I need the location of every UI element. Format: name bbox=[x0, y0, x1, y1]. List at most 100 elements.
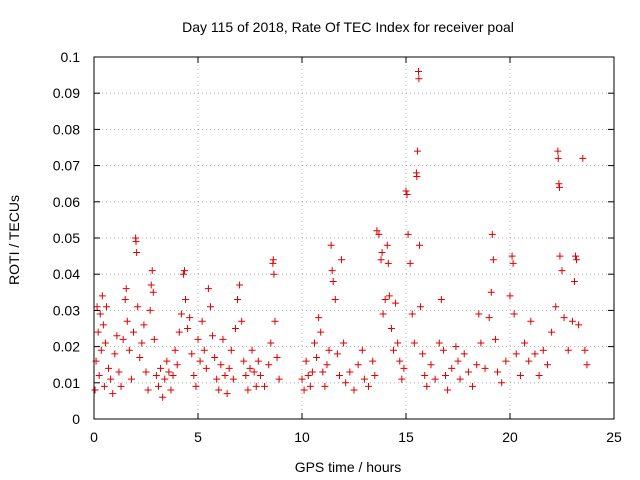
roti-point bbox=[196, 357, 204, 365]
roti-point bbox=[133, 248, 141, 256]
roti-point bbox=[413, 172, 421, 180]
roti-point bbox=[169, 372, 177, 380]
roti-point bbox=[556, 183, 564, 191]
roti-point bbox=[138, 339, 146, 347]
grid-layer bbox=[94, 57, 614, 419]
roti-point bbox=[521, 339, 529, 347]
roti-point bbox=[148, 267, 156, 275]
x-axis-label: GPS time / hours bbox=[295, 459, 402, 475]
roti-point bbox=[583, 361, 591, 369]
roti-point bbox=[231, 325, 239, 332]
roti-point bbox=[270, 270, 278, 278]
roti-point bbox=[254, 357, 262, 365]
roti-point bbox=[510, 310, 518, 318]
roti-point bbox=[377, 256, 385, 264]
roti-point bbox=[329, 277, 337, 285]
roti-point bbox=[419, 350, 427, 358]
data-points bbox=[91, 67, 591, 401]
roti-point bbox=[508, 252, 516, 260]
roti-point bbox=[244, 386, 252, 394]
y-tick-label: 0.03 bbox=[53, 302, 80, 318]
roti-point bbox=[558, 267, 566, 275]
roti-point bbox=[543, 361, 551, 369]
roti-point bbox=[556, 252, 564, 260]
roti-point bbox=[298, 375, 306, 383]
roti-point bbox=[265, 361, 273, 369]
roti-point bbox=[134, 303, 142, 311]
x-tick-label: 10 bbox=[294, 429, 310, 445]
roti-point bbox=[335, 372, 343, 380]
roti-point bbox=[127, 375, 135, 383]
roti-point bbox=[381, 296, 389, 304]
roti-point bbox=[489, 256, 497, 264]
roti-point bbox=[171, 346, 179, 354]
roti-point bbox=[442, 372, 450, 380]
roti-point bbox=[304, 372, 312, 380]
roti-point bbox=[221, 372, 229, 380]
roti-point bbox=[308, 368, 316, 376]
roti-point bbox=[200, 346, 208, 354]
roti-point bbox=[331, 296, 339, 304]
roti-point bbox=[102, 303, 110, 311]
roti-point bbox=[111, 350, 119, 358]
x-tick-label: 0 bbox=[90, 429, 98, 445]
roti-point bbox=[439, 346, 447, 354]
roti-point bbox=[109, 390, 117, 398]
roti-point bbox=[223, 390, 231, 398]
roti-point bbox=[392, 299, 400, 307]
roti-point bbox=[437, 296, 445, 304]
roti-point bbox=[96, 310, 104, 318]
roti-point bbox=[95, 372, 103, 380]
roti-point bbox=[140, 321, 148, 329]
roti-point bbox=[384, 259, 392, 267]
roti-point bbox=[204, 285, 212, 293]
roti-point bbox=[99, 321, 107, 329]
roti-point bbox=[184, 325, 192, 332]
roti-point bbox=[403, 191, 411, 199]
roti-point bbox=[390, 346, 398, 354]
roti-point bbox=[115, 368, 123, 376]
roti-point bbox=[325, 346, 333, 354]
roti-point bbox=[555, 180, 563, 188]
roti-point bbox=[415, 75, 423, 83]
roti-point bbox=[481, 364, 489, 372]
roti-point bbox=[371, 372, 379, 380]
roti-point bbox=[572, 252, 580, 260]
roti-point bbox=[198, 317, 206, 325]
roti-point bbox=[346, 368, 354, 376]
roti-point bbox=[246, 364, 254, 372]
roti-point bbox=[506, 292, 514, 300]
y-tick-label: 0.09 bbox=[53, 85, 80, 101]
roti-point bbox=[117, 382, 125, 390]
roti-point bbox=[271, 317, 279, 325]
chart-title: Day 115 of 2018, Rate Of TEC Index for r… bbox=[182, 19, 514, 35]
roti-point bbox=[173, 361, 181, 369]
roti-point bbox=[491, 335, 499, 343]
roti-point bbox=[317, 328, 325, 336]
roti-point bbox=[252, 382, 260, 390]
roti-point bbox=[516, 372, 524, 380]
roti-point bbox=[119, 335, 127, 343]
roti-point bbox=[416, 241, 424, 249]
roti-point bbox=[373, 227, 381, 235]
roti-point bbox=[192, 382, 200, 390]
roti-point bbox=[167, 386, 175, 394]
roti-point bbox=[469, 382, 477, 390]
roti-point bbox=[240, 357, 248, 365]
roti-point bbox=[568, 317, 576, 325]
roti-point bbox=[369, 357, 377, 365]
roti-point bbox=[91, 386, 99, 394]
roti-point bbox=[417, 303, 425, 311]
roti-point bbox=[502, 357, 510, 365]
roti-point bbox=[435, 339, 443, 347]
roti-point bbox=[383, 241, 391, 249]
roti-point bbox=[360, 375, 368, 383]
roti-point bbox=[261, 382, 269, 390]
roti-point bbox=[485, 314, 493, 322]
roti-point bbox=[427, 361, 435, 369]
roti-point bbox=[350, 386, 358, 394]
roti-point bbox=[107, 375, 115, 383]
roti-point bbox=[113, 332, 121, 340]
roti-point bbox=[488, 230, 496, 238]
roti-point bbox=[161, 375, 169, 383]
